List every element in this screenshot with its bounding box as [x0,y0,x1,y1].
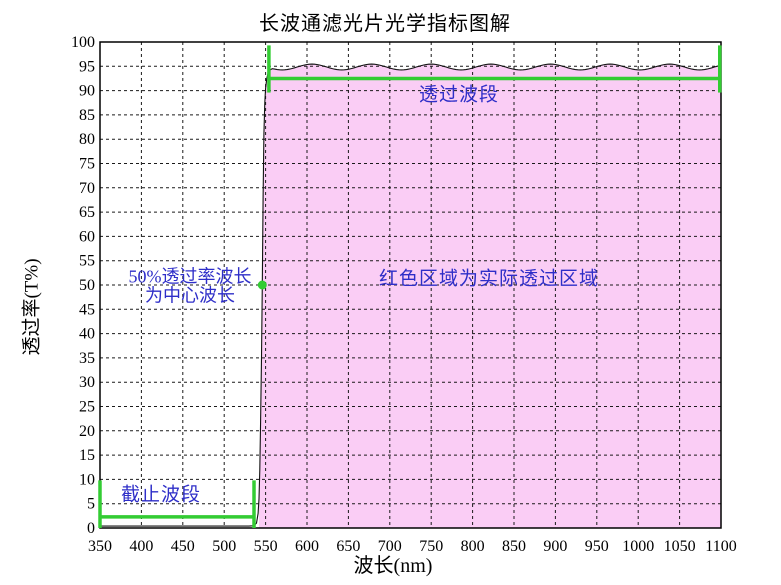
x-tick-label: 950 [585,538,609,555]
y-tick-label: 15 [79,447,95,464]
center-wavelength-line1: 50%透过率波长 [128,266,252,287]
y-tick-label: 100 [71,34,95,51]
y-tick-label: 40 [79,326,95,343]
y-tick-label: 55 [79,253,95,270]
y-tick-label: 20 [79,423,95,440]
x-tick-label: 1000 [622,538,654,555]
center-wavelength-line2: 为中心波长 [145,286,235,306]
transmittance-curve [100,63,722,527]
x-tick-label: 450 [171,538,195,555]
cutoff-band-annotation: 截止波段 [120,484,202,506]
y-tick-label: 30 [79,374,95,391]
y-tick-label: 25 [79,399,95,416]
x-tick-label: 1100 [705,538,736,555]
plot-frame [99,41,722,529]
y-tick-label: 85 [79,107,95,124]
half-transmittance-point [257,280,267,290]
y-tick-label: 95 [79,58,95,75]
y-tick-label: 5 [87,496,95,513]
x-tick-label: 900 [543,538,567,555]
x-tick-label: 550 [254,538,278,555]
transmit-region-annotation: 红色区域为实际透过区域 [378,268,600,290]
x-tick-label: 1050 [664,538,696,555]
x-tick-label: 650 [336,538,360,555]
y-axis-label: 透过率(T%) [21,258,43,356]
x-tick-label: 400 [129,538,153,555]
x-tick-label: 850 [502,538,526,555]
x-tick-label: 600 [295,538,319,555]
center-wavelength-annotation: 50%透过率波长 为中心波长 [128,266,252,307]
x-tick-label: 800 [461,538,485,555]
y-tick-label: 10 [79,471,95,488]
transmit-region-fill [259,64,721,528]
y-tick-label: 90 [79,83,95,100]
x-axis-label: 波长(nm) [353,555,433,578]
chart-title: 长波通滤光片光学指标图解 [259,13,511,36]
y-tick-label: 75 [79,156,95,173]
y-tick-label: 65 [79,204,95,221]
y-tick-label: 60 [79,228,95,245]
y-tick-label: 0 [87,520,95,537]
y-tick-label: 45 [79,301,95,318]
y-tick-label: 80 [79,131,95,148]
x-tick-label: 750 [419,538,443,555]
x-tick-label: 350 [88,538,112,555]
y-tick-label: 35 [79,350,95,367]
y-tick-label: 50 [79,277,95,294]
pass-band-annotation: 透过波段 [418,84,500,106]
x-tick-label: 700 [378,538,402,555]
x-tick-label: 500 [212,538,236,555]
y-tick-label: 70 [79,180,95,197]
